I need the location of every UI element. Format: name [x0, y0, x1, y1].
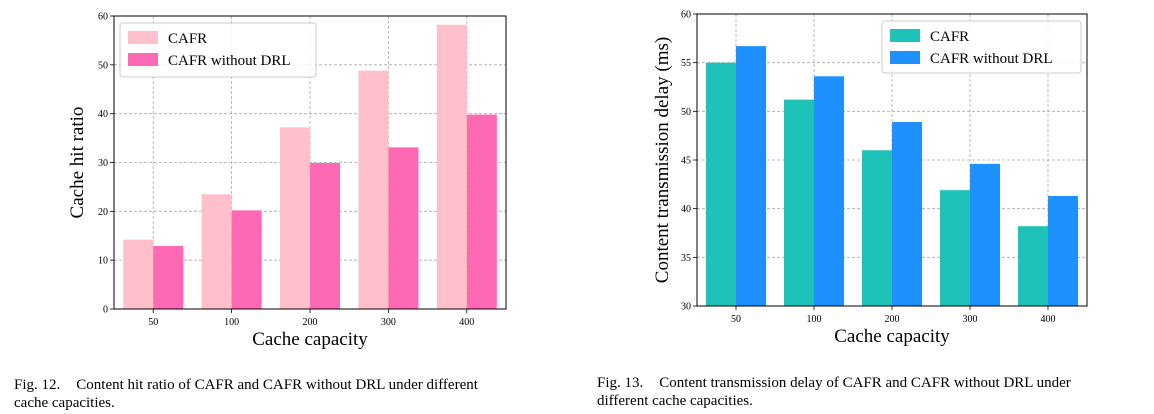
- hit-bar-cafr-without-drl: [466, 114, 497, 309]
- delay-xtick-label: 50: [731, 314, 741, 325]
- delay-legend-label: CAFR without DRL: [930, 51, 1053, 67]
- delay-legend-swatch: [890, 51, 920, 64]
- delay-ytick-label: 55: [681, 58, 691, 69]
- caption-fig13: Fig. 13. Content transmission delay of CA…: [597, 374, 1153, 410]
- delay-bar-cafr: [706, 62, 736, 306]
- hit-bar-cafr: [358, 70, 389, 310]
- hit-axes-frame: [113, 15, 507, 310]
- delay-ytick-label: 40: [681, 204, 691, 215]
- hit-ytick-label: 50: [98, 60, 108, 71]
- hit-ytick-label: 0: [103, 305, 108, 316]
- delay-bar-cafr: [784, 99, 814, 306]
- delay-xtick-label: 400: [1041, 314, 1056, 325]
- delay-ytick-label: 35: [681, 253, 691, 264]
- hit-bar-cafr-without-drl: [388, 147, 419, 309]
- hit-ylabel: Cache hit ratio: [67, 107, 88, 219]
- caption-fig12-label: Fig. 12.: [14, 377, 61, 393]
- hit-legend-swatch: [128, 31, 158, 44]
- hit-ytick-label: 20: [98, 207, 108, 218]
- delay-bar-cafr: [1018, 226, 1048, 306]
- hit-legend-label: CAFR without DRL: [168, 53, 291, 69]
- hit-ytick-label: 40: [98, 109, 108, 120]
- hit-ratio-chart: 0 10 20 30 40 50 60 50 100 200 300 400 Cache capacit…: [67, 12, 507, 350]
- caption-fig12-line1: Content hit ratio of CAFR and CAFR witho…: [76, 377, 478, 393]
- hit-xtick-label: 300: [381, 317, 396, 328]
- delay-bar-cafr-without-drl: [892, 122, 922, 306]
- hit-xlabel: Cache capacity: [252, 329, 368, 350]
- delay-xlabel: Cache capacity: [834, 326, 950, 347]
- hit-bar-cafr: [123, 239, 154, 309]
- delay-axes-frame: [696, 13, 1088, 307]
- caption-fig13-label: Fig. 13.: [597, 375, 644, 391]
- hit-xtick-label: 200: [303, 317, 318, 328]
- hit-xtick-label: 50: [148, 317, 158, 328]
- delay-bar-cafr-without-drl: [1048, 196, 1078, 306]
- delay-bar-cafr: [940, 190, 970, 306]
- delay-ytick-label: 45: [681, 156, 691, 167]
- hit-legend-swatch: [128, 53, 158, 66]
- delay-legend-swatch: [890, 29, 920, 42]
- hit-bar-cafr: [280, 127, 310, 309]
- caption-fig13-line1: Content transmission delay of CAFR and C…: [659, 375, 1071, 391]
- delay-bar-cafr: [862, 150, 892, 306]
- delay-xtick-label: 200: [885, 314, 900, 325]
- hit-bar-cafr-without-drl: [153, 246, 184, 309]
- delay-chart: 30 35 40 45 50 55 60 50 100 200 300 400 Cache capaci…: [652, 10, 1088, 347]
- delay-ytick-label: 30: [681, 302, 691, 313]
- hit-xtick-label: 400: [459, 317, 474, 328]
- hit-ytick-label: 60: [98, 12, 108, 23]
- delay-ytick-label: 60: [681, 10, 691, 21]
- delay-legend-label: CAFR: [930, 29, 969, 45]
- delay-legend-box: [881, 20, 1082, 74]
- delay-bar-cafr-without-drl: [736, 46, 766, 307]
- delay-ylabel: Content transmission delay (ms): [652, 37, 673, 283]
- delay-xtick-label: 300: [963, 314, 978, 325]
- hit-bar-cafr: [436, 24, 467, 309]
- hit-ytick-label: 30: [98, 158, 108, 169]
- delay-bar-cafr-without-drl: [970, 163, 1000, 306]
- delay-bar-cafr-without-drl: [814, 76, 844, 306]
- hit-bar-cafr-without-drl: [310, 162, 340, 309]
- caption-fig12: Fig. 12. Content hit ratio of CAFR and CA…: [14, 376, 574, 412]
- caption-fig12-line2: cache capacities.: [14, 395, 115, 411]
- hit-bar-cafr: [201, 194, 232, 309]
- delay-ytick-label: 50: [681, 107, 691, 118]
- hit-legend-box: [119, 22, 317, 78]
- hit-xtick-label: 100: [224, 317, 239, 328]
- hit-legend-label: CAFR: [168, 31, 207, 47]
- hit-bar-cafr-without-drl: [231, 210, 262, 309]
- caption-fig13-line2: different cache capacities.: [597, 393, 753, 409]
- delay-xtick-label: 100: [807, 314, 822, 325]
- hit-ytick-label: 10: [98, 256, 108, 267]
